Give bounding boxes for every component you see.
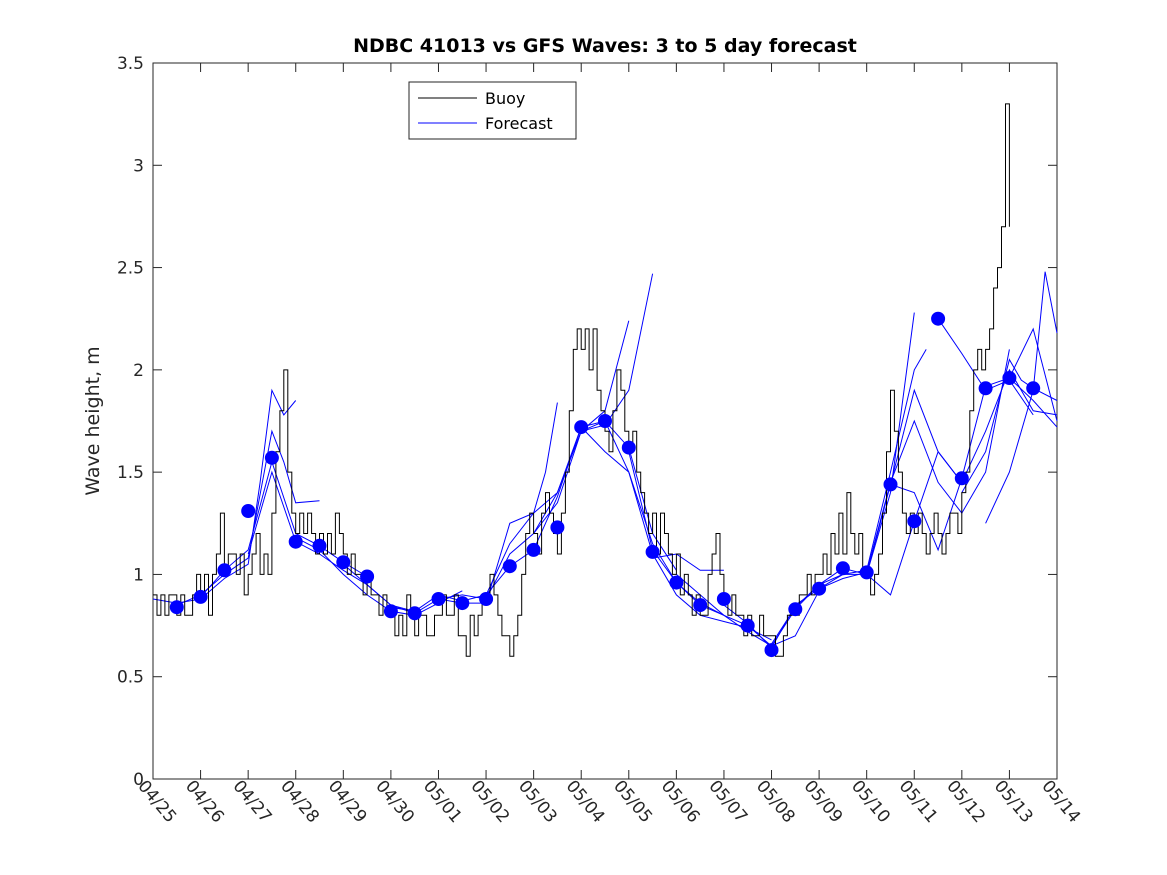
x-tick-label: 05/14	[1037, 777, 1084, 827]
y-tick-label: 0	[133, 770, 144, 790]
forecast-marker	[431, 592, 446, 606]
x-tick-label: 04/28	[276, 777, 323, 827]
forecast-marker	[835, 561, 850, 576]
x-tick-label: 05/02	[466, 777, 513, 827]
legend: Buoy Forecast	[408, 81, 577, 140]
legend-buoy-label: Buoy	[485, 89, 525, 108]
forecast-marker	[598, 414, 612, 428]
forecast-marker	[693, 598, 708, 613]
x-tick-label: 05/01	[419, 777, 466, 827]
forecast-marker	[193, 589, 208, 604]
x-tick-label: 05/12	[942, 777, 989, 827]
forecast-marker	[526, 542, 541, 557]
y-axis: 0 0.5 1 1.5 2 2.5 3 3.5	[117, 54, 1057, 790]
forecast-marker	[264, 450, 279, 465]
series-layer	[152, 103, 1058, 658]
y-tick-label: 0.5	[117, 668, 144, 688]
forecast-marker	[502, 559, 517, 574]
x-tick-label: 04/26	[181, 777, 228, 827]
forecast-marker	[931, 311, 946, 326]
x-tick-label: 04/25	[133, 777, 180, 827]
x-tick-label: 05/09	[800, 777, 847, 827]
forecast-marker	[788, 602, 803, 617]
x-tick-label: 05/03	[514, 777, 561, 827]
forecast-marker	[954, 471, 969, 486]
y-tick-label: 2.5	[117, 259, 144, 279]
forecast-marker	[812, 581, 827, 596]
forecast-marker	[1002, 371, 1017, 385]
x-tick-label: 04/27	[229, 777, 276, 827]
forecast-marker	[764, 643, 779, 658]
forecast-line	[1009, 377, 1058, 428]
forecast-marker	[1026, 381, 1041, 396]
forecast-marker	[288, 534, 303, 549]
forecast-marker	[455, 596, 470, 611]
x-tick-label: 05/07	[704, 777, 751, 827]
legend-box	[408, 81, 577, 140]
x-tick-label: 05/11	[895, 777, 942, 827]
forecast-marker	[550, 520, 565, 535]
y-tick-label: 3	[133, 156, 144, 176]
forecast-marker	[383, 604, 398, 619]
forecast-marker	[645, 544, 660, 559]
forecast-marker	[574, 420, 589, 435]
buoy-line	[153, 103, 1010, 657]
x-tick-label: 05/04	[562, 777, 609, 827]
x-tick-label: 05/13	[990, 777, 1037, 827]
forecast-line	[818, 349, 1010, 590]
y-tick-label: 1.5	[117, 463, 144, 483]
y-tick-label: 3.5	[117, 54, 144, 74]
forecast-marker	[740, 618, 755, 633]
forecast-marker	[716, 592, 731, 606]
forecast-marker	[241, 504, 256, 518]
legend-forecast-label: Forecast	[485, 114, 553, 133]
forecast-marker	[883, 477, 898, 492]
x-tick-label: 05/08	[752, 777, 799, 827]
forecast-marker	[217, 563, 232, 578]
forecast-line	[890, 327, 1058, 552]
forecast-marker	[407, 606, 422, 621]
forecast-marker	[360, 569, 375, 584]
x-tick-label: 05/06	[657, 777, 704, 827]
forecast-marker	[336, 555, 351, 570]
forecast-marker	[907, 514, 922, 529]
y-tick-label: 2	[133, 361, 144, 381]
forecast-marker	[312, 538, 327, 553]
chart-title: NDBC 41013 vs GFS Waves: 3 to 5 day fore…	[353, 35, 857, 57]
x-tick-label: 04/29	[324, 777, 371, 827]
forecast-marker	[859, 565, 874, 580]
x-tick-label: 05/10	[847, 777, 894, 827]
forecast-marker	[479, 592, 494, 606]
y-axis-label: Wave height, m	[82, 346, 104, 495]
x-tick-label: 05/05	[609, 777, 656, 827]
forecast-marker	[669, 575, 684, 590]
forecast-marker	[978, 381, 993, 396]
y-tick-label: 1	[133, 565, 144, 585]
x-tick-label: 04/30	[371, 777, 418, 827]
forecast-marker	[621, 440, 636, 455]
forecast-marker	[169, 600, 184, 615]
forecast-line	[390, 320, 630, 612]
